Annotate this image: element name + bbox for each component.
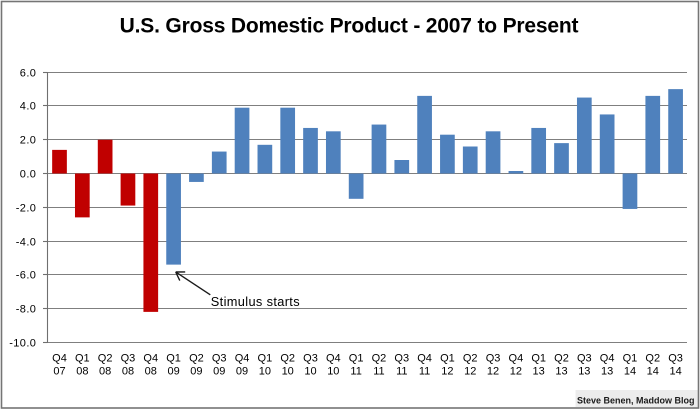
svg-text:-10.0: -10.0: [9, 337, 36, 349]
svg-text:4.0: 4.0: [20, 100, 37, 112]
svg-text:09: 09: [167, 365, 179, 377]
svg-text:12: 12: [510, 365, 522, 377]
svg-text:Q4: Q4: [417, 353, 432, 365]
svg-text:Q2: Q2: [645, 353, 660, 365]
svg-text:Q4: Q4: [509, 353, 524, 365]
svg-text:Q1: Q1: [258, 353, 273, 365]
svg-text:10: 10: [327, 365, 339, 377]
svg-text:6.0: 6.0: [20, 67, 37, 79]
svg-text:Q2: Q2: [280, 353, 295, 365]
svg-text:Q1: Q1: [75, 353, 90, 365]
svg-text:11: 11: [373, 365, 384, 377]
svg-text:Q3: Q3: [212, 353, 227, 365]
svg-text:Q3: Q3: [394, 353, 409, 365]
svg-text:Stimulus starts: Stimulus starts: [211, 294, 300, 309]
svg-text:2.0: 2.0: [20, 134, 37, 146]
svg-text:Q4: Q4: [326, 353, 341, 365]
svg-text:Q3: Q3: [668, 353, 683, 365]
svg-text:08: 08: [122, 365, 134, 377]
svg-text:Q3: Q3: [577, 353, 592, 365]
svg-text:13: 13: [533, 365, 545, 377]
svg-text:Q2: Q2: [554, 353, 569, 365]
svg-text:14: 14: [624, 365, 636, 377]
svg-text:08: 08: [76, 365, 88, 377]
svg-text:12: 12: [487, 365, 499, 377]
svg-text:08: 08: [145, 365, 157, 377]
svg-text:Q2: Q2: [98, 353, 113, 365]
svg-text:-8.0: -8.0: [16, 303, 37, 315]
svg-text:Q3: Q3: [303, 353, 318, 365]
svg-text:08: 08: [99, 365, 111, 377]
svg-text:-6.0: -6.0: [16, 269, 37, 281]
svg-text:Q4: Q4: [600, 353, 615, 365]
svg-text:U.S. Gross Domestic Product -: U.S. Gross Domestic Product - 2007 to Pr…: [120, 15, 579, 38]
svg-text:Q4: Q4: [52, 353, 67, 365]
svg-text:Q4: Q4: [235, 353, 250, 365]
svg-text:Steve Benen, Maddow Blog: Steve Benen, Maddow Blog: [577, 395, 695, 405]
svg-text:14: 14: [669, 365, 681, 377]
svg-text:11: 11: [419, 365, 430, 377]
svg-text:Q2: Q2: [463, 353, 478, 365]
svg-text:0.0: 0.0: [20, 168, 37, 180]
svg-text:Q1: Q1: [623, 353, 638, 365]
svg-text:13: 13: [555, 365, 567, 377]
svg-text:09: 09: [236, 365, 248, 377]
svg-text:Q1: Q1: [166, 353, 181, 365]
svg-text:10: 10: [259, 365, 271, 377]
svg-text:12: 12: [441, 365, 453, 377]
svg-text:Q3: Q3: [121, 353, 136, 365]
svg-text:Q3: Q3: [486, 353, 501, 365]
svg-text:Q1: Q1: [440, 353, 455, 365]
svg-text:09: 09: [190, 365, 202, 377]
svg-text:09: 09: [213, 365, 225, 377]
svg-text:07: 07: [53, 365, 65, 377]
svg-text:Q2: Q2: [372, 353, 387, 365]
svg-text:10: 10: [304, 365, 316, 377]
svg-text:-4.0: -4.0: [16, 236, 37, 248]
svg-text:13: 13: [601, 365, 613, 377]
svg-text:12: 12: [464, 365, 476, 377]
svg-text:11: 11: [396, 365, 407, 377]
svg-text:Q1: Q1: [531, 353, 546, 365]
svg-text:Q4: Q4: [143, 353, 158, 365]
svg-text:13: 13: [578, 365, 590, 377]
svg-text:-2.0: -2.0: [16, 202, 37, 214]
svg-text:Q2: Q2: [189, 353, 204, 365]
svg-text:14: 14: [647, 365, 659, 377]
svg-text:10: 10: [282, 365, 294, 377]
svg-text:11: 11: [350, 365, 361, 377]
svg-text:Q1: Q1: [349, 353, 364, 365]
